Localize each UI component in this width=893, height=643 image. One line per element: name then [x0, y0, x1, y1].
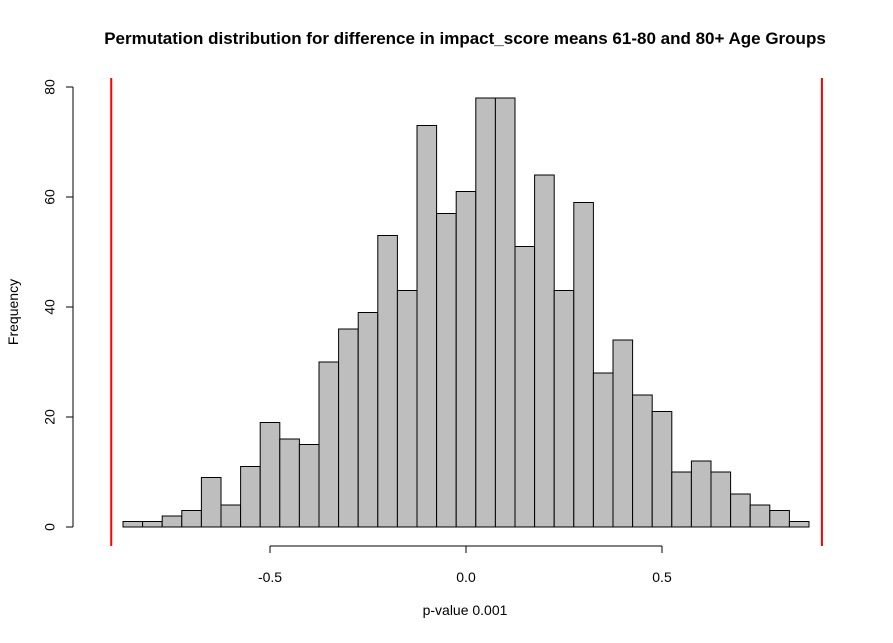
histogram-bar — [142, 521, 163, 528]
histogram-bar — [514, 246, 536, 528]
y-tick-label: 0 — [42, 523, 58, 531]
histogram-bar — [494, 97, 516, 528]
histogram-bar — [181, 510, 202, 528]
y-tick-label: 40 — [42, 299, 58, 315]
histogram-bar — [553, 290, 575, 528]
histogram-bar — [377, 235, 398, 528]
histogram-bar — [200, 477, 222, 528]
histogram-bar — [396, 290, 418, 528]
histogram-bar — [357, 312, 379, 528]
histogram-bar — [220, 504, 242, 528]
y-tick-label: 60 — [42, 189, 58, 205]
x-axis-label: p-value 0.001 — [422, 602, 508, 618]
histogram-bar — [259, 422, 281, 528]
histogram-bar — [730, 493, 751, 528]
y-tick-label: 80 — [42, 79, 58, 95]
y-tick-label: 20 — [42, 409, 58, 425]
x-tick-label: -0.5 — [258, 569, 282, 585]
chart-title: Permutation distribution for difference … — [104, 29, 826, 48]
histogram-bar — [671, 471, 692, 528]
x-tick-label: 0.0 — [456, 569, 476, 585]
histogram-bar — [749, 504, 771, 528]
x-tick-label: 0.5 — [652, 569, 672, 585]
histogram-bar — [592, 372, 614, 528]
histogram-bar — [534, 174, 555, 528]
histogram-bar — [279, 438, 300, 528]
histogram-bar — [318, 361, 340, 528]
histogram-bar — [788, 521, 810, 528]
histogram-bar — [769, 510, 790, 528]
histogram-bar — [298, 444, 320, 528]
histogram-bar — [122, 521, 144, 528]
histogram-bar — [573, 202, 594, 528]
histogram-bar — [240, 466, 261, 528]
histogram-bar — [161, 515, 183, 528]
histogram-bar — [416, 125, 438, 528]
histogram-bar — [455, 191, 477, 528]
histogram-bar — [475, 97, 496, 528]
histogram-bar — [436, 213, 457, 528]
histogram-bar — [338, 328, 359, 528]
histogram-bar — [710, 471, 732, 528]
histogram-bar — [690, 460, 712, 528]
histogram-bar — [632, 394, 653, 528]
histogram-bar — [651, 411, 673, 528]
histogram-bar — [612, 339, 634, 528]
